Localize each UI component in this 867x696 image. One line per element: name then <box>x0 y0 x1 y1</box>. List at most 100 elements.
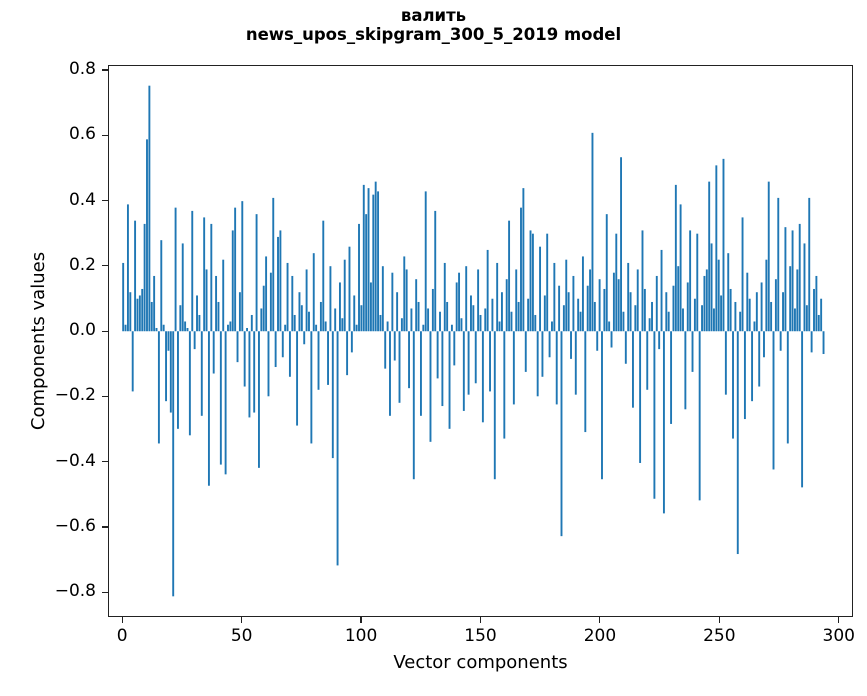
bar <box>241 201 244 332</box>
bar <box>222 259 225 332</box>
bar <box>353 295 356 332</box>
bar <box>674 184 677 332</box>
bar <box>198 314 201 332</box>
bar <box>236 331 239 363</box>
bar <box>596 331 599 351</box>
bar <box>203 217 206 332</box>
bar <box>643 288 646 332</box>
bar <box>689 230 692 332</box>
bar <box>331 331 334 459</box>
bar <box>496 262 499 332</box>
bar <box>555 331 558 405</box>
bar <box>124 324 127 332</box>
bar <box>143 223 146 332</box>
bar <box>336 331 339 566</box>
bar <box>584 331 587 433</box>
bar <box>215 275 218 332</box>
bar <box>758 331 761 387</box>
bar <box>565 259 568 332</box>
bar <box>317 331 320 390</box>
bar <box>286 262 289 332</box>
bar <box>200 331 203 416</box>
bar <box>134 220 137 332</box>
plot-axes <box>108 65 853 617</box>
bar <box>329 266 332 332</box>
bar <box>427 308 430 332</box>
bar <box>300 305 303 332</box>
x-tick-mark <box>479 617 482 623</box>
bar <box>258 331 260 468</box>
bar <box>391 272 394 332</box>
bar <box>231 230 234 332</box>
bar <box>586 285 589 332</box>
bar <box>646 331 649 390</box>
bar <box>682 308 684 332</box>
bar <box>655 275 658 332</box>
x-tick-label: 0 <box>116 626 128 646</box>
bar <box>415 279 418 332</box>
bar <box>324 321 327 332</box>
bar <box>493 331 496 480</box>
bar <box>746 272 749 332</box>
bar <box>224 331 227 475</box>
bar <box>458 272 461 332</box>
bar <box>629 292 632 332</box>
bar <box>820 298 823 332</box>
bar <box>153 275 156 332</box>
bar <box>729 288 732 332</box>
bar <box>703 275 706 332</box>
bar <box>470 295 472 332</box>
x-tick-label: 250 <box>703 626 736 646</box>
bar <box>715 165 718 332</box>
y-tick-mark <box>102 265 108 267</box>
bar <box>782 292 784 332</box>
bar <box>491 298 494 332</box>
bar <box>172 331 175 597</box>
bar <box>281 331 284 358</box>
y-tick-label: 0.8 <box>68 59 96 80</box>
bar <box>474 331 477 384</box>
bar <box>770 301 773 332</box>
bar <box>165 331 168 402</box>
bar <box>593 301 596 332</box>
bar <box>265 256 268 332</box>
bar <box>510 311 513 332</box>
bar <box>815 275 818 332</box>
bar <box>277 236 279 332</box>
bar <box>381 266 384 332</box>
bar <box>253 331 256 413</box>
bar <box>296 331 299 426</box>
bar <box>141 288 144 332</box>
bar <box>620 157 623 332</box>
bar <box>808 197 811 332</box>
bar <box>658 331 661 350</box>
bar <box>777 197 780 332</box>
bar <box>765 259 768 332</box>
x-tick-mark <box>718 617 720 623</box>
bar <box>227 324 229 332</box>
bar <box>529 230 532 332</box>
bar <box>246 327 248 332</box>
bar <box>229 321 232 332</box>
bar <box>207 331 210 486</box>
bar <box>384 331 387 369</box>
bar <box>572 275 575 332</box>
bar <box>698 331 701 501</box>
bar <box>684 331 687 410</box>
bar <box>188 331 191 436</box>
y-tick-mark <box>102 200 108 202</box>
bar <box>379 314 382 332</box>
bar <box>817 314 820 332</box>
x-tick-mark <box>241 617 243 623</box>
bar <box>479 314 482 332</box>
y-tick-label: −0.4 <box>54 450 96 471</box>
bar <box>734 301 737 332</box>
bar <box>627 262 630 332</box>
bar <box>527 298 530 332</box>
bar <box>539 246 542 332</box>
bar <box>269 272 272 332</box>
bar <box>419 331 422 416</box>
bar <box>751 331 754 402</box>
bar <box>686 282 689 332</box>
